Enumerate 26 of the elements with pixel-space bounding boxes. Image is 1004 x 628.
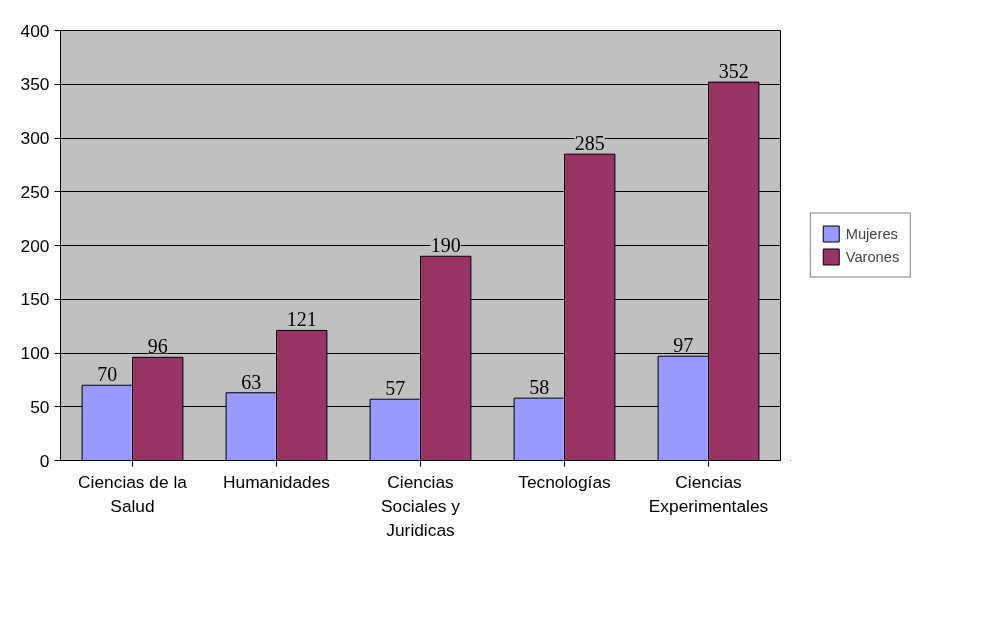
y-tick-label: 0: [39, 450, 50, 471]
y-tick-label: 350: [20, 74, 50, 95]
x-tick-label: Ciencias Sociales y Juridicas: [381, 471, 461, 540]
data-label: 352: [718, 60, 749, 83]
x-tick-label: Tecnologías: [518, 471, 612, 492]
x-tick-label: Humanidades: [223, 471, 331, 492]
y-tick-label: 200: [20, 235, 50, 256]
data-label: 58: [529, 376, 550, 399]
legend-label: Varones: [845, 248, 900, 265]
y-tick-label: 50: [30, 396, 50, 417]
data-label: 70: [97, 363, 118, 386]
y-tick-label: 250: [20, 181, 50, 202]
data-label: 57: [385, 377, 406, 400]
y-tick-label: 100: [20, 343, 50, 363]
y-tick-label: 400: [20, 20, 50, 41]
legend-label: Mujeres: [845, 225, 898, 242]
data-label: 285: [574, 132, 605, 155]
data-label: 121: [286, 308, 317, 331]
x-tick-label: Ciencias de la Salud: [78, 471, 188, 516]
x-tick-label: Ciencias Experimentales: [648, 471, 769, 516]
data-label: 97: [673, 334, 694, 357]
y-tick-label: 300: [20, 128, 50, 148]
data-label: 96: [147, 335, 168, 358]
y-tick-label: 150: [20, 289, 50, 310]
data-label: 190: [430, 234, 461, 257]
data-label: 63: [241, 370, 262, 393]
